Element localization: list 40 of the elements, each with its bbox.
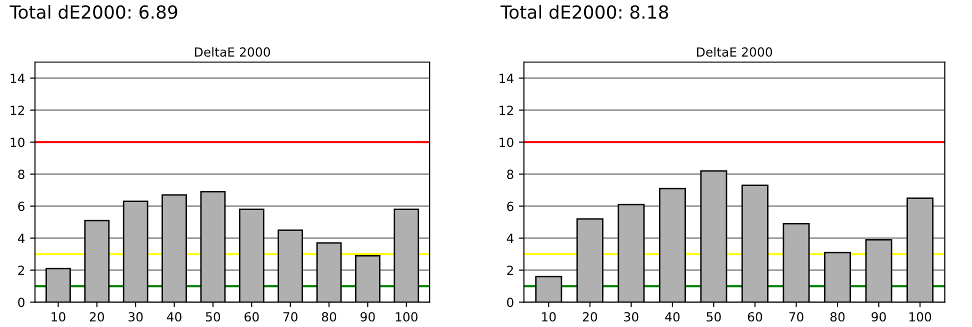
x-tick-label: 90 bbox=[872, 312, 886, 322]
y-tick-label: 0 bbox=[507, 298, 514, 308]
x-tick-label: 60 bbox=[244, 312, 259, 322]
y-tick-label: 12 bbox=[500, 106, 513, 115]
x-tick-label: 70 bbox=[283, 312, 298, 322]
x-tick-label: 20 bbox=[582, 312, 598, 322]
chart-subtitle: DeltaE 2000 bbox=[195, 47, 270, 57]
y-tick-label: 10 bbox=[10, 138, 24, 148]
y-tick-label: 6 bbox=[507, 202, 514, 212]
y-tick-label: 14 bbox=[10, 74, 25, 83]
x-tick-label: 50 bbox=[706, 312, 721, 322]
y-tick-label: 2 bbox=[18, 266, 24, 275]
chart-subtitle: DeltaE 2000 bbox=[697, 47, 772, 57]
x-tick-label: 70 bbox=[789, 312, 804, 322]
chart-title: Total dE2000: 6.89 bbox=[10, 4, 178, 19]
y-tick-label: 2 bbox=[507, 266, 513, 275]
x-tick-label: 20 bbox=[90, 312, 104, 322]
x-tick-label: 90 bbox=[360, 312, 375, 322]
y-tick-label: 14 bbox=[500, 74, 514, 83]
x-tick-label: 100 bbox=[396, 312, 418, 322]
y-tick-label: 6 bbox=[18, 202, 24, 212]
x-tick-label: 80 bbox=[322, 312, 336, 322]
y-tick-label: 8 bbox=[18, 170, 24, 180]
chart-title: Total dE2000: 8.18 bbox=[500, 4, 668, 19]
x-tick-label: 80 bbox=[830, 312, 845, 322]
x-tick-label: 10 bbox=[542, 312, 556, 322]
y-tick-label: 10 bbox=[500, 138, 514, 148]
y-tick-label: 4 bbox=[506, 234, 514, 243]
x-tick-label: 60 bbox=[748, 312, 762, 322]
y-tick-label: 12 bbox=[10, 106, 24, 115]
y-tick-label: 4 bbox=[18, 234, 25, 243]
x-tick-label: 10 bbox=[52, 312, 66, 322]
x-tick-label: 40 bbox=[166, 312, 182, 322]
y-tick-label: 8 bbox=[507, 170, 514, 180]
y-tick-label: 0 bbox=[18, 298, 24, 308]
x-tick-label: 30 bbox=[128, 312, 143, 322]
x-tick-label: 40 bbox=[665, 312, 680, 322]
x-tick-label: 100 bbox=[909, 312, 932, 322]
x-tick-label: 50 bbox=[206, 312, 220, 322]
x-tick-label: 30 bbox=[624, 312, 638, 322]
